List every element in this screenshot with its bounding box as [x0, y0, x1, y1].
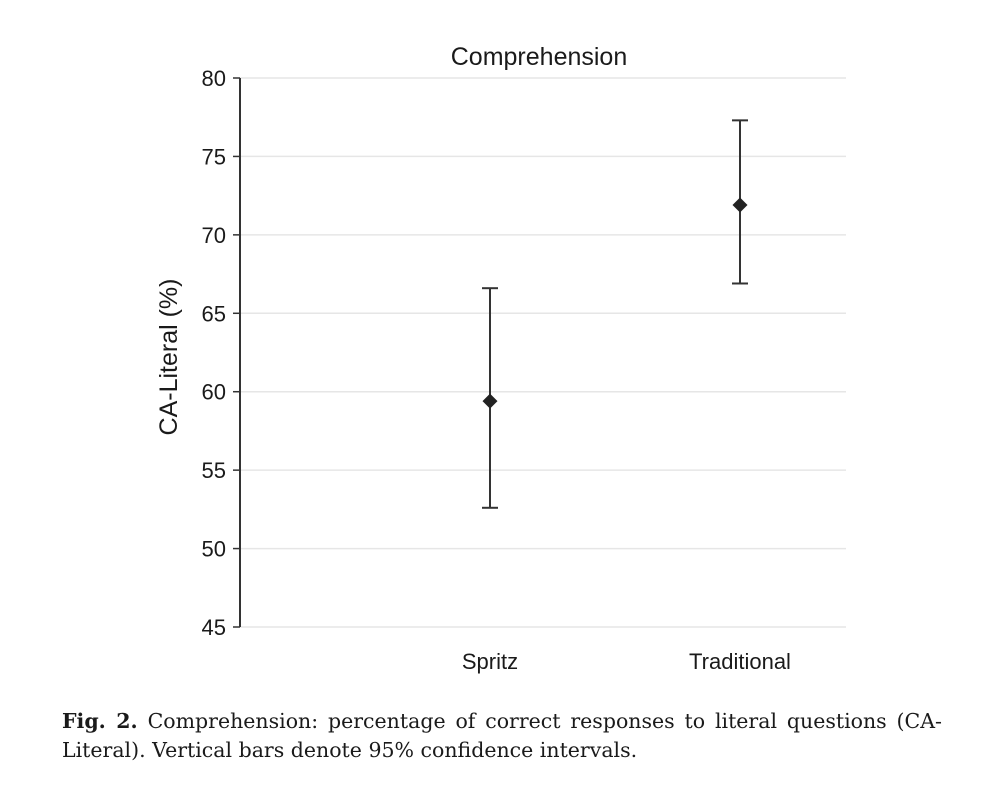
caption-text: Comprehension: percentage of correct res… — [62, 709, 942, 762]
error-bars — [482, 119, 748, 509]
caption-label: Fig. 2. — [62, 709, 138, 733]
data-point — [482, 393, 498, 409]
x-tick-label: Spritz — [462, 649, 518, 674]
chart-title: Comprehension — [451, 43, 628, 71]
y-tick-label: 65 — [202, 301, 226, 326]
figure-caption: Fig. 2. Comprehension: percentage of cor… — [62, 707, 942, 765]
y-tick-label: 55 — [202, 458, 226, 483]
y-tick-label: 70 — [202, 223, 226, 248]
gridlines — [240, 77, 846, 628]
chart: 45 50 55 60 65 70 75 80 Spritz Traditional Compr… — [155, 43, 846, 674]
y-tick-label: 60 — [202, 380, 226, 405]
x-tick-labels: Spritz Traditional — [462, 649, 791, 674]
y-tick-label: 50 — [202, 537, 226, 562]
data-points — [482, 197, 748, 409]
data-point — [732, 197, 748, 213]
y-tick-labels: 45 50 55 60 65 70 75 80 — [202, 66, 226, 640]
y-axis-label: CA-Literal (%) — [155, 279, 183, 436]
y-tick-label: 80 — [202, 66, 226, 91]
y-axis — [233, 77, 241, 628]
x-tick-label: Traditional — [689, 649, 791, 674]
y-tick-label: 45 — [202, 615, 226, 640]
y-tick-label: 75 — [202, 144, 226, 169]
